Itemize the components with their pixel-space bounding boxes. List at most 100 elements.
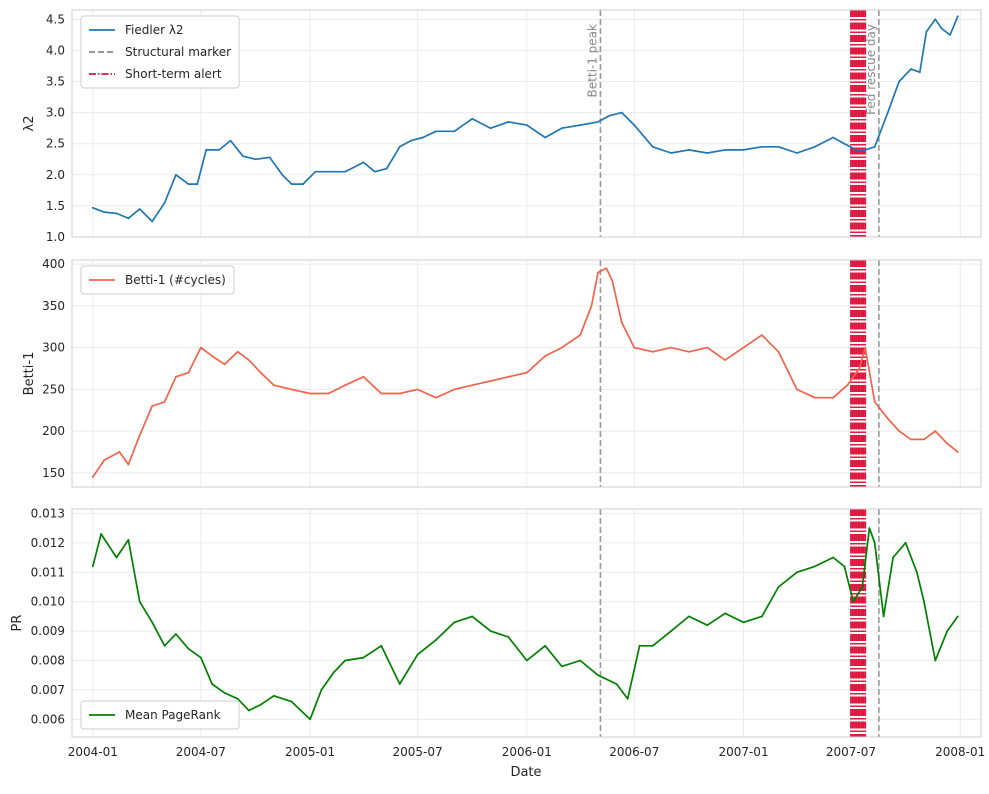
legend: Fiedler λ2 Structural marker Short-term al… [80, 15, 240, 89]
data-point [327, 170, 330, 173]
y-tick-label: 0.012 [31, 536, 65, 550]
data-point [777, 586, 780, 588]
data-point [248, 709, 250, 712]
data-point [344, 170, 347, 173]
y-tick-label: 2.0 [46, 168, 65, 182]
data-point [151, 405, 154, 407]
y-tick-label: 0.006 [31, 712, 65, 726]
y-axis-label: PR [10, 615, 25, 632]
data-point [344, 384, 347, 387]
data-point [934, 430, 937, 432]
data-point [843, 142, 846, 145]
data-point [362, 375, 365, 378]
data-point [175, 633, 177, 635]
data-point [579, 334, 582, 337]
panel-betti1: 150 200 250 300 350 400 Betti-1 Betti-1 (#cycle… [22, 257, 982, 488]
data-point [223, 363, 226, 366]
data-point [633, 346, 636, 349]
y-axis-label: λ2 [22, 116, 37, 132]
data-point [934, 659, 937, 662]
data-point [687, 350, 690, 353]
data-point [398, 392, 401, 395]
data-point [813, 396, 816, 399]
data-point [898, 430, 900, 432]
data-point [873, 541, 876, 544]
data-point [832, 556, 835, 559]
data-point [777, 145, 780, 148]
legend-box [80, 265, 235, 295]
data-point [560, 665, 563, 668]
data-point [910, 68, 912, 70]
data-point [886, 111, 889, 114]
data-point [864, 149, 867, 151]
data-point [453, 130, 456, 133]
data-point [597, 271, 599, 274]
data-point [380, 392, 383, 395]
y-tick-label: 3.0 [46, 106, 65, 120]
x-tick-label: 2004-07 [176, 745, 226, 759]
data-point [163, 644, 166, 647]
data-point [320, 689, 323, 691]
data-point [91, 206, 94, 209]
data-point [327, 392, 330, 395]
data-point [525, 124, 528, 126]
data-point [507, 636, 510, 638]
data-point [777, 350, 780, 353]
data-point [290, 700, 293, 703]
data-point [309, 392, 311, 395]
x-tick-label: 2007-01 [718, 745, 768, 759]
data-point [904, 541, 907, 544]
data-point [281, 173, 284, 176]
data-point [560, 346, 563, 349]
data-point [507, 375, 510, 378]
structural-marker-label: Fed rescue day [864, 24, 878, 115]
data-point [615, 683, 618, 685]
data-point [254, 158, 257, 161]
data-point [196, 183, 199, 186]
y-axis-label: Betti-1 [22, 352, 37, 396]
data-point [138, 208, 141, 210]
data-point [946, 442, 949, 445]
data-point [832, 136, 835, 139]
y-tick-label: 1.5 [46, 199, 65, 213]
data-point [651, 350, 654, 353]
y-tick-label: 4.0 [46, 43, 65, 57]
data-point [633, 124, 636, 126]
data-point [868, 527, 871, 530]
data-point [416, 388, 419, 391]
series-line [91, 527, 959, 721]
data-point [544, 136, 547, 139]
data-point [187, 647, 190, 650]
y-tick-label: 0.011 [31, 565, 65, 579]
y-tick-label: 3.5 [46, 75, 65, 89]
y-tick-label: 350 [42, 299, 65, 313]
data-point [344, 659, 347, 662]
y-tick-label: 200 [42, 424, 65, 438]
data-point [761, 615, 763, 618]
data-point [706, 152, 709, 154]
data-point [525, 371, 528, 374]
data-point [861, 586, 864, 588]
data-point [761, 145, 763, 148]
data-point [706, 624, 709, 627]
data-point [151, 621, 154, 624]
data-point [855, 149, 858, 151]
legend-box [80, 15, 240, 89]
data-point [796, 152, 798, 154]
data-point [864, 346, 867, 349]
data-point [489, 380, 492, 382]
data-point [579, 659, 582, 662]
data-point [724, 612, 727, 615]
y-tick-label: 2.5 [46, 137, 65, 151]
legend-entry-label: Structural marker [125, 45, 231, 59]
data-point [199, 656, 202, 659]
data-point [761, 334, 763, 337]
data-point [290, 388, 293, 391]
data-point [489, 127, 492, 130]
data-point [608, 114, 611, 117]
data-point [302, 183, 304, 186]
data-point [651, 644, 654, 647]
data-point [611, 279, 614, 282]
data-point [597, 121, 599, 123]
